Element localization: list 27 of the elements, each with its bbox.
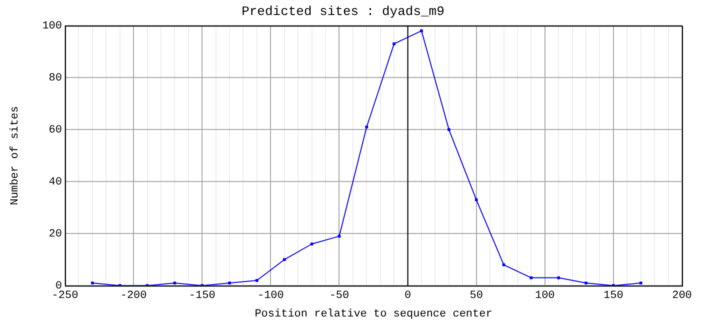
y-tick-label: 80 [48,72,62,85]
x-tick-label: -200 [120,290,147,302]
point [91,282,94,284]
point [557,276,560,280]
y-tick-label: 100 [42,20,62,33]
y-axis-title: Number of sites [10,106,22,206]
x-axis-title: Position relative to sequence center [254,308,492,320]
x-tick-label: 0 [404,290,412,302]
x-tick-label: 100 [534,290,555,302]
chart-title: Predicted sites : dyads_m9 [242,4,444,20]
point [173,282,176,284]
x-tick-label: -50 [329,290,350,302]
x-tick-label: 200 [672,290,692,302]
point [420,29,423,32]
point [310,242,314,246]
x-tick-label: 150 [604,290,624,302]
point [365,126,368,128]
point [639,282,642,284]
x-tick-label: -150 [188,290,216,302]
x-tick-label: -250 [52,290,78,302]
y-tick-label: 40 [48,176,62,189]
y-tick-label: 60 [48,124,62,137]
point [282,258,286,262]
x-tick-label: -100 [257,290,284,302]
point [392,42,396,46]
x-tick-label: 50 [470,290,483,302]
y-tick-label: 20 [48,228,62,241]
